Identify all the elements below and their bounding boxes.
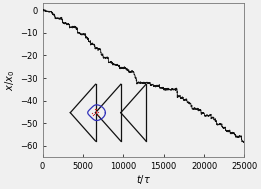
X-axis label: $t/\tau$: $t/\tau$ xyxy=(136,173,151,186)
Y-axis label: $x/x_0$: $x/x_0$ xyxy=(3,70,17,91)
